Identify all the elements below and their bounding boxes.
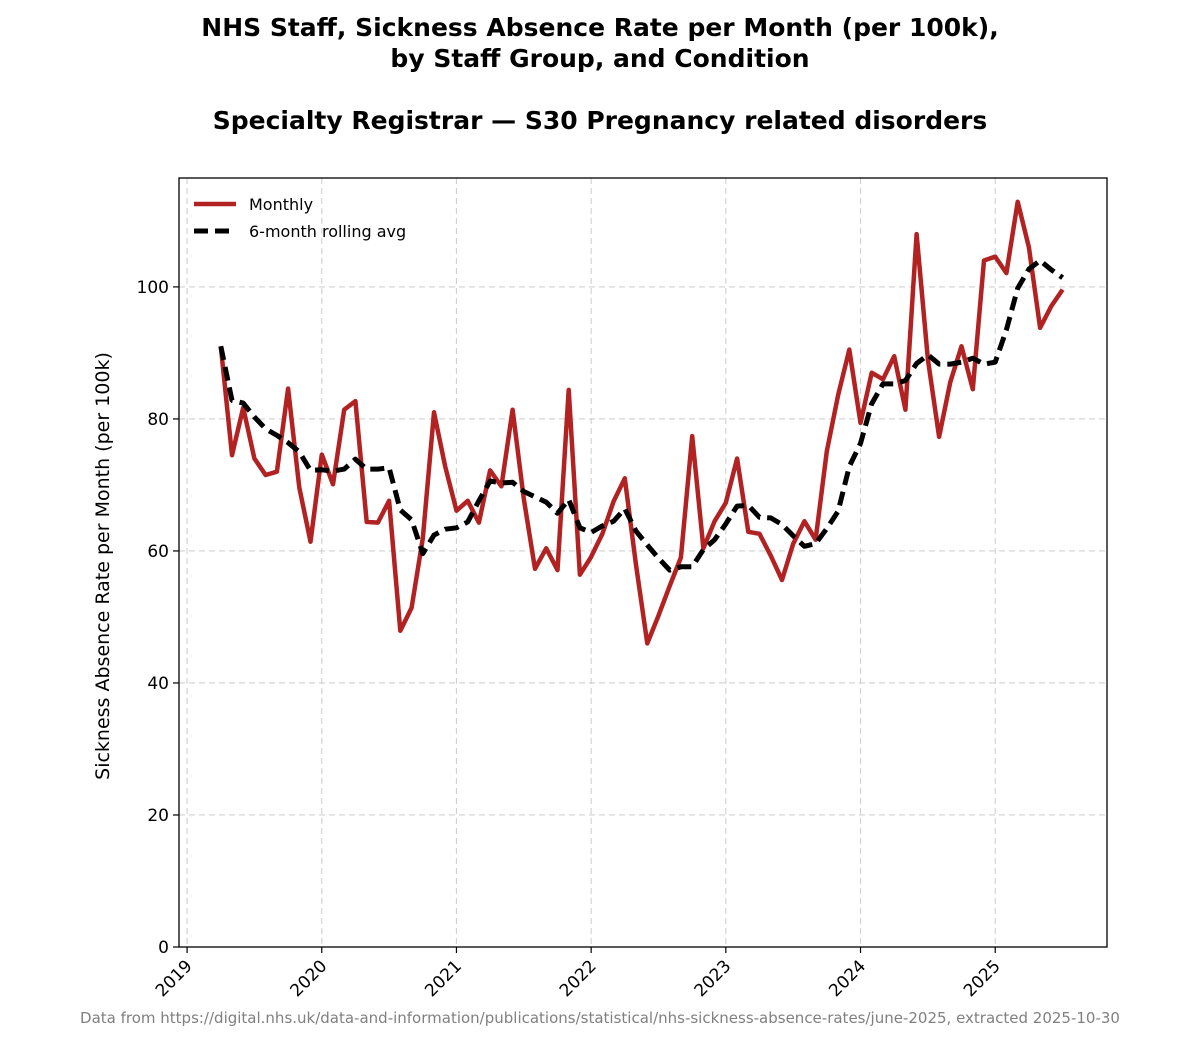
chart-title-line-2: by Staff Group, and Condition (390, 44, 810, 73)
chart-subtitle: Specialty Registrar — S30 Pregnancy rela… (212, 106, 988, 135)
legend: Monthly 6-month rolling avg (194, 195, 406, 241)
chart-title-block: NHS Staff, Sickness Absence Rate per Mon… (0, 12, 1200, 136)
x-tick-label: 2024 (825, 956, 870, 1001)
x-tick-label: 2022 (556, 956, 601, 1001)
y-tick-label: 80 (147, 410, 169, 430)
series-layer (218, 199, 1065, 646)
y-tick-label: 40 (147, 674, 169, 694)
x-tick-label: 2021 (421, 956, 466, 1001)
y-tick-label: 60 (147, 542, 169, 562)
grid-layer (179, 178, 1107, 948)
series-line-rolling-avg (218, 258, 1065, 573)
y-tick-label: 20 (147, 806, 169, 826)
series-line-monthly (218, 199, 1065, 646)
x-tick-label: 2023 (691, 956, 736, 1001)
x-tick-label: 2025 (960, 956, 1005, 1001)
y-axis-label: Sickness Absence Rate per Month (per 100… (92, 352, 114, 780)
plot-frame (178, 177, 1108, 948)
chart-title-line-1: NHS Staff, Sickness Absence Rate per Mon… (201, 13, 999, 42)
data-source-footnote: Data from https://digital.nhs.uk/data-an… (80, 1009, 1120, 1027)
x-tick-label: 2020 (287, 956, 332, 1001)
x-tick-label: 2019 (152, 956, 197, 1001)
y-tick-label: 0 (158, 938, 169, 958)
legend-monthly-label: Monthly (249, 195, 313, 214)
y-tick-label: 100 (137, 278, 169, 298)
legend-rolling-label: 6-month rolling avg (249, 222, 406, 241)
tick-layer: 0 20 40 60 80 100 2019 2020 2021 2022 2023 2024 2025 (137, 278, 1005, 1001)
